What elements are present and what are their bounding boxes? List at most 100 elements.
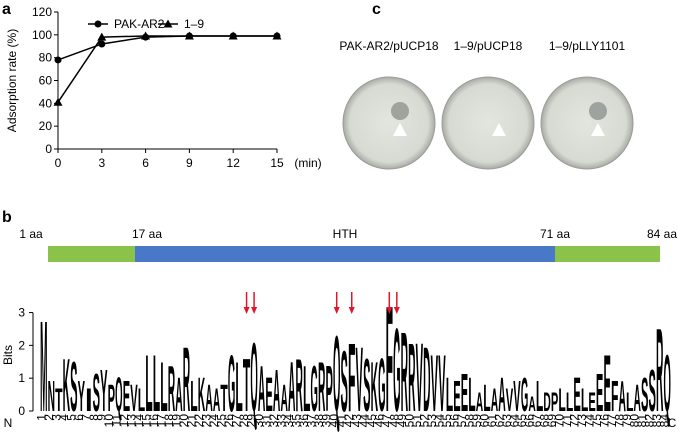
position-label: 53 <box>425 414 439 428</box>
logo-letter: A <box>498 368 505 422</box>
domain <box>555 246 660 262</box>
position-label: 2 <box>42 414 56 421</box>
position-label: 36 <box>297 414 311 428</box>
logo-letter: T <box>55 383 62 419</box>
position-label: 83 <box>650 414 664 428</box>
logo-letter: E <box>603 340 610 430</box>
position-label: 63 <box>500 414 514 428</box>
logo-letter: L <box>446 368 453 422</box>
marker <box>53 97 63 106</box>
position-label: 38 <box>312 414 326 428</box>
x-tick-label: 9 <box>186 156 193 170</box>
position-label: 48 <box>387 414 401 428</box>
position-label: 62 <box>492 414 506 428</box>
arrowhead <box>393 123 407 136</box>
position-label: 23 <box>200 414 214 428</box>
logo-letter: A <box>280 377 287 419</box>
y-tick-label: 80 <box>39 51 53 65</box>
y-tick-label: 0 <box>45 142 52 156</box>
position-label: 37 <box>305 414 319 428</box>
x-tick-label: 3 <box>98 156 105 170</box>
logo-letter: D <box>543 388 550 418</box>
logo-letter: V <box>506 383 514 419</box>
position-label: 24 <box>207 414 221 428</box>
arrow-head <box>386 307 393 314</box>
marker <box>163 19 173 28</box>
start-label: N <box>4 416 13 430</box>
y-tick-label: 40 <box>39 96 53 110</box>
logo-letter: T <box>243 344 250 428</box>
domain <box>48 246 135 262</box>
position-label: 84 <box>658 414 672 428</box>
logo-letter: L <box>190 371 197 420</box>
logo-letter: S <box>70 347 77 426</box>
logo-letter: P <box>108 377 115 419</box>
logo-letter: E <box>573 368 580 422</box>
position-label: 22 <box>192 414 206 428</box>
position-label: 8 <box>87 414 101 421</box>
logo-letter: A <box>618 371 625 420</box>
position-label: 42 <box>342 414 356 428</box>
y-tick-label: 3 <box>18 306 25 320</box>
legend-label: PAK-AR2 <box>114 17 165 31</box>
position-label: 35 <box>290 414 304 428</box>
position-label: 75 <box>590 414 604 428</box>
position-label: 72 <box>568 414 582 428</box>
logo-letter: A <box>288 347 295 426</box>
position-label: 25 <box>215 414 229 428</box>
position-label: 13 <box>124 414 138 428</box>
logo-letter: K <box>371 347 378 426</box>
x-tick-label: 15 <box>270 156 284 170</box>
position-label: 56 <box>447 414 461 428</box>
arrow-head <box>243 307 250 314</box>
position-label: 14 <box>132 414 146 428</box>
position-label: 66 <box>523 414 537 428</box>
plaque <box>589 102 607 120</box>
position-label: 18 <box>162 414 176 428</box>
position-label: 4 <box>57 414 71 421</box>
position-label: 78 <box>613 414 627 428</box>
logo-letter: S <box>363 344 370 428</box>
logo-letter: D <box>423 328 430 430</box>
logo-letter: R <box>408 323 415 432</box>
y-label: Bits <box>1 345 15 365</box>
logo-letter: V <box>356 328 363 430</box>
position-label: 43 <box>350 414 364 428</box>
position-label: 77 <box>605 414 619 428</box>
logo-letter: Q <box>333 315 340 434</box>
position-label: 29 <box>245 414 259 428</box>
logo-letter: K <box>63 344 70 428</box>
arrow-head <box>251 307 258 314</box>
logo-letter: L <box>626 388 634 418</box>
arrowhead <box>591 123 605 136</box>
arrow-head <box>333 307 340 314</box>
logo-letter: Q <box>115 368 122 422</box>
position-label: 76 <box>598 414 612 428</box>
y-tick-label: 1 <box>18 371 25 385</box>
position-label: 51 <box>410 414 424 428</box>
logo-letter: F <box>386 274 393 434</box>
domain-label: 17 aa <box>132 227 162 241</box>
marker <box>94 20 102 28</box>
end-label: C <box>668 416 677 430</box>
position-label: 41 <box>335 414 349 428</box>
logo-letter: G <box>521 368 528 422</box>
position-label: 71 <box>560 414 574 428</box>
logo-letter: A <box>175 368 182 422</box>
logo-letter: A <box>205 377 212 419</box>
logo-letter: E <box>588 388 595 418</box>
position-label: 46 <box>372 414 386 428</box>
position-label: 49 <box>395 414 409 428</box>
marker <box>272 31 282 40</box>
panel-label: a <box>2 1 11 18</box>
position-label: 11 <box>109 414 123 427</box>
logo-letter: L <box>235 347 242 426</box>
logo-letter: A <box>633 377 640 419</box>
logo-letter: L <box>138 383 145 419</box>
logo-letter: L <box>536 371 543 420</box>
logo-letter: V <box>438 340 445 430</box>
logo-letter: V <box>431 340 438 430</box>
y-tick-label: 0 <box>18 404 25 418</box>
logo-letter: S <box>341 334 348 431</box>
y-tick-label: 100 <box>32 28 52 42</box>
